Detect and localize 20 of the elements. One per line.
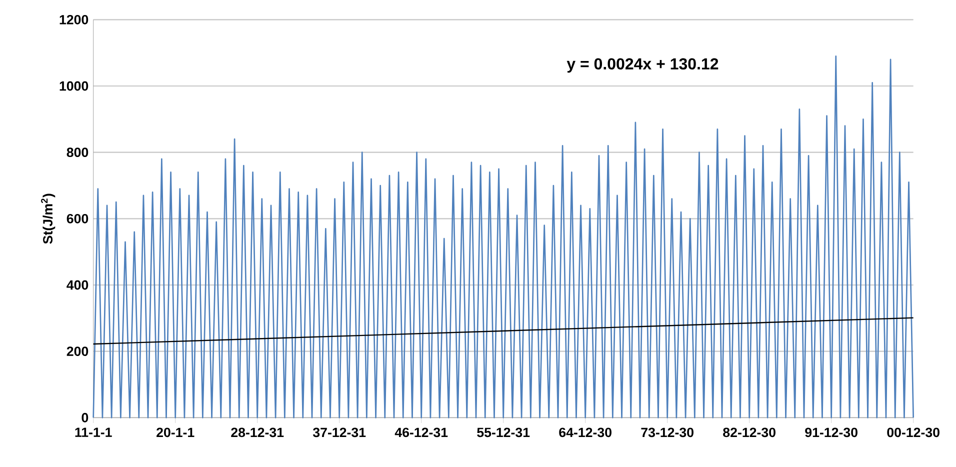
x-tick-label: 37-12-31 [312, 428, 366, 438]
x-tick-label: 73-12-30 [641, 428, 694, 438]
y-tick-label: 1200 [60, 14, 88, 24]
y-tick-label: 400 [66, 280, 88, 290]
x-tick-label: 28-12-31 [231, 428, 284, 438]
y-tick-label: 800 [66, 148, 88, 158]
x-tick-label: 82-12-30 [723, 428, 776, 438]
y-tick-label: 1000 [60, 81, 88, 91]
x-tick-label: 20-1-1 [156, 428, 194, 438]
x-tick-label: 00-12-30 [887, 428, 940, 438]
y-tick-label: 0 [82, 412, 88, 422]
x-tick-label: 11-1-1 [75, 428, 112, 437]
x-tick-label: 55-12-31 [477, 428, 530, 438]
y-axis-title: St(J/m$^{2}$) [41, 194, 56, 244]
x-tick-label: 91-12-30 [805, 428, 858, 438]
x-tick-label: 46-12-31 [394, 428, 448, 438]
y-tick-label: 600 [66, 214, 88, 224]
annotation: y = 0.0024x + 130.12 [566, 58, 718, 73]
x-tick-label: 64-12-30 [559, 428, 612, 438]
y-tick-label: 200 [66, 346, 88, 356]
